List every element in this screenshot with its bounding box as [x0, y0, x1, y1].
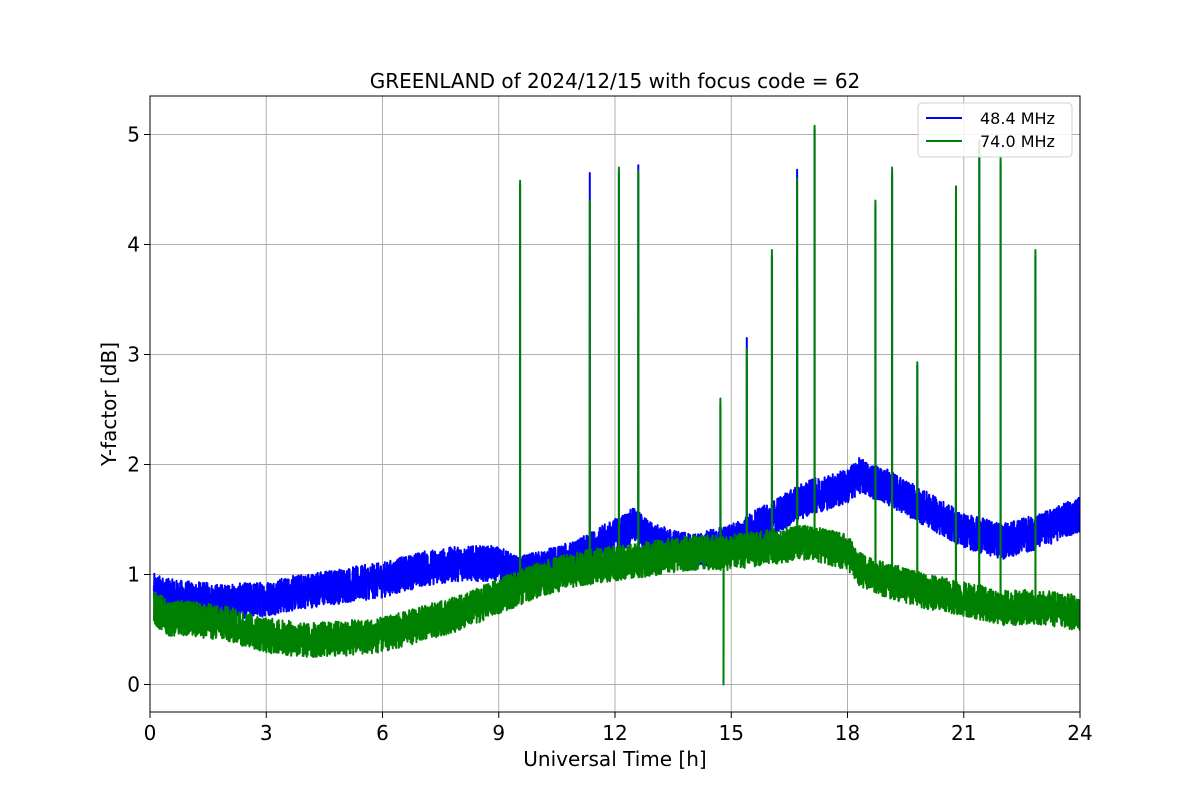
y-tick-label: 0	[127, 673, 140, 697]
y-axis: 0 1 2 3 4 5	[127, 123, 150, 697]
x-tick-label: 3	[260, 721, 273, 745]
y-tick-label: 3	[127, 343, 140, 367]
x-axis: 0 3 6 9 12 15 18 21 24	[144, 712, 1093, 745]
y-axis-label: Y-factor [dB]	[97, 342, 121, 467]
legend-label: 48.4 MHz	[980, 109, 1055, 128]
y-tick-label: 2	[127, 453, 140, 477]
legend: 48.4 MHz 74.0 MHz	[917, 102, 1073, 158]
x-axis-label: Universal Time [h]	[523, 747, 706, 771]
x-tick-label: 18	[835, 721, 860, 745]
legend-label: 74.0 MHz	[980, 132, 1055, 151]
x-tick-label: 9	[492, 721, 505, 745]
x-tick-label: 12	[602, 721, 627, 745]
x-tick-label: 15	[719, 721, 744, 745]
x-tick-label: 21	[951, 721, 976, 745]
x-tick-label: 6	[376, 721, 389, 745]
y-tick-label: 4	[127, 233, 140, 257]
series-line-2	[152, 124, 1080, 686]
chart-title: GREENLAND of 2024/12/15 with focus code …	[370, 69, 861, 93]
x-tick-label: 24	[1067, 721, 1092, 745]
legend-box	[917, 102, 1073, 158]
y-tick-label: 5	[127, 123, 140, 147]
plot-area	[152, 124, 1080, 686]
x-tick-label: 0	[144, 721, 157, 745]
y-tick-label: 1	[127, 563, 140, 587]
